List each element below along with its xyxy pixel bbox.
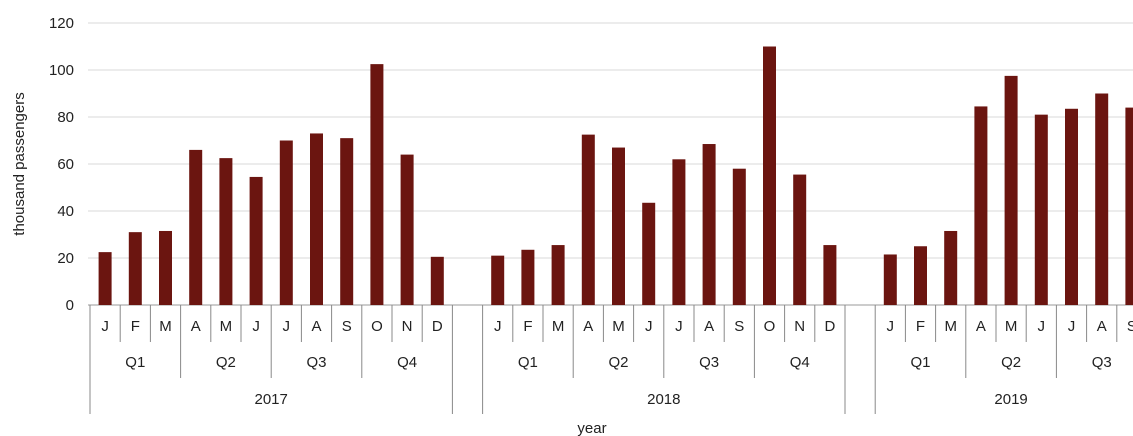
month-tick-label: A [311,318,321,335]
quarter-tick-label: Q3 [699,354,719,371]
year-tick-label: 2017 [255,391,288,408]
bar [400,154,414,305]
quarter-tick-label: Q3 [306,354,326,371]
month-tick-label: M [1005,318,1018,335]
month-tick-label: J [645,318,653,335]
bar [793,174,807,305]
bar [551,245,565,305]
month-tick-label: S [342,318,352,335]
bar [581,134,595,305]
month-tick-label: N [794,318,805,335]
quarter-tick-label: Q1 [910,354,930,371]
bar [763,46,776,305]
bar [310,133,323,305]
year-tick-label: 2019 [994,391,1027,408]
bar [521,249,535,305]
bar [702,144,716,305]
month-tick-label: O [371,318,383,335]
quarter-tick-label: Q4 [397,354,417,371]
y-tick-label: 60 [57,156,74,173]
month-tick-label: J [1068,318,1076,335]
month-tick-label: A [583,318,593,335]
x-axis-categories: J F M Q1 A M J Q2 J A S Q3 O N D Q4 2017 J F M Q1 A M J Q2 J A S Q3 O… [89,305,1133,414]
bar [732,168,746,305]
month-tick-label: D [432,318,443,335]
y-axis: 0 20 40 60 80 100 120 [49,15,74,314]
bar [370,64,384,305]
month-tick-label: M [944,318,957,335]
y-tick-label: 100 [49,62,74,79]
bar [128,232,142,305]
y-tick-label: 0 [66,297,74,314]
bar [823,245,837,305]
bar [491,255,505,305]
bar [1125,107,1133,305]
month-tick-label: D [824,318,835,335]
month-tick-label: J [494,318,502,335]
bar [340,138,354,305]
month-tick-label: A [704,318,714,335]
quarter-tick-label: Q4 [790,354,810,371]
bar [1004,75,1018,305]
bar [612,147,625,305]
quarter-tick-label: Q1 [518,354,538,371]
bar [914,246,927,305]
month-tick-label: S [1127,318,1133,335]
bar [642,202,656,305]
bar [430,256,444,305]
month-tick-label: A [1097,318,1107,335]
bar [1065,108,1078,306]
month-tick-label: J [1038,318,1046,335]
year-tick-label: 2018 [647,391,680,408]
month-tick-label: J [101,318,109,335]
bar [279,140,293,305]
month-tick-label: J [283,318,291,335]
y-tick-label: 40 [57,203,74,220]
bar [1095,93,1109,305]
month-tick-label: M [612,318,625,335]
month-tick-label: F [523,318,532,335]
month-tick-label: M [552,318,565,335]
bar [98,252,112,305]
quarter-tick-label: Q3 [1092,354,1112,371]
month-tick-label: M [220,318,233,335]
month-tick-label: A [976,318,986,335]
month-tick-label: S [734,318,744,335]
bar [944,230,958,305]
bar [159,230,172,305]
month-tick-label: N [402,318,413,335]
bar [1034,114,1048,306]
y-tick-label: 120 [49,15,74,32]
month-tick-label: F [916,318,925,335]
y-axis-title: thousand passengers [11,92,28,235]
month-tick-label: F [131,318,140,335]
month-tick-label: J [675,318,683,335]
y-tick-label: 20 [57,250,74,267]
month-tick-label: J [887,318,895,335]
bar [672,159,686,305]
quarter-tick-label: Q2 [1001,354,1021,371]
y-tick-label: 80 [57,109,74,126]
quarter-tick-label: Q2 [216,354,236,371]
month-tick-label: M [159,318,172,335]
month-tick-label: J [252,318,260,335]
quarter-tick-label: Q2 [608,354,628,371]
bar [219,158,233,305]
quarter-tick-label: Q1 [125,354,145,371]
x-axis-title: year [577,420,606,436]
bar [189,149,203,305]
month-tick-label: O [764,318,776,335]
bar [249,176,263,305]
bar [883,254,897,305]
bar [974,106,988,305]
bars [98,46,1133,306]
month-tick-label: A [191,318,201,335]
